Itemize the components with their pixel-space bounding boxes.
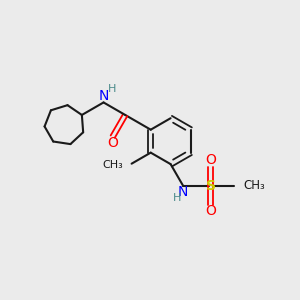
Text: CH₃: CH₃ [243, 179, 265, 192]
Text: O: O [205, 153, 216, 167]
Text: O: O [205, 204, 216, 218]
Text: N: N [98, 89, 109, 103]
Text: CH₃: CH₃ [103, 160, 123, 170]
Text: N: N [178, 185, 188, 199]
Text: H: H [172, 193, 181, 203]
Text: H: H [108, 85, 116, 94]
Text: S: S [206, 179, 215, 193]
Text: O: O [107, 136, 118, 150]
